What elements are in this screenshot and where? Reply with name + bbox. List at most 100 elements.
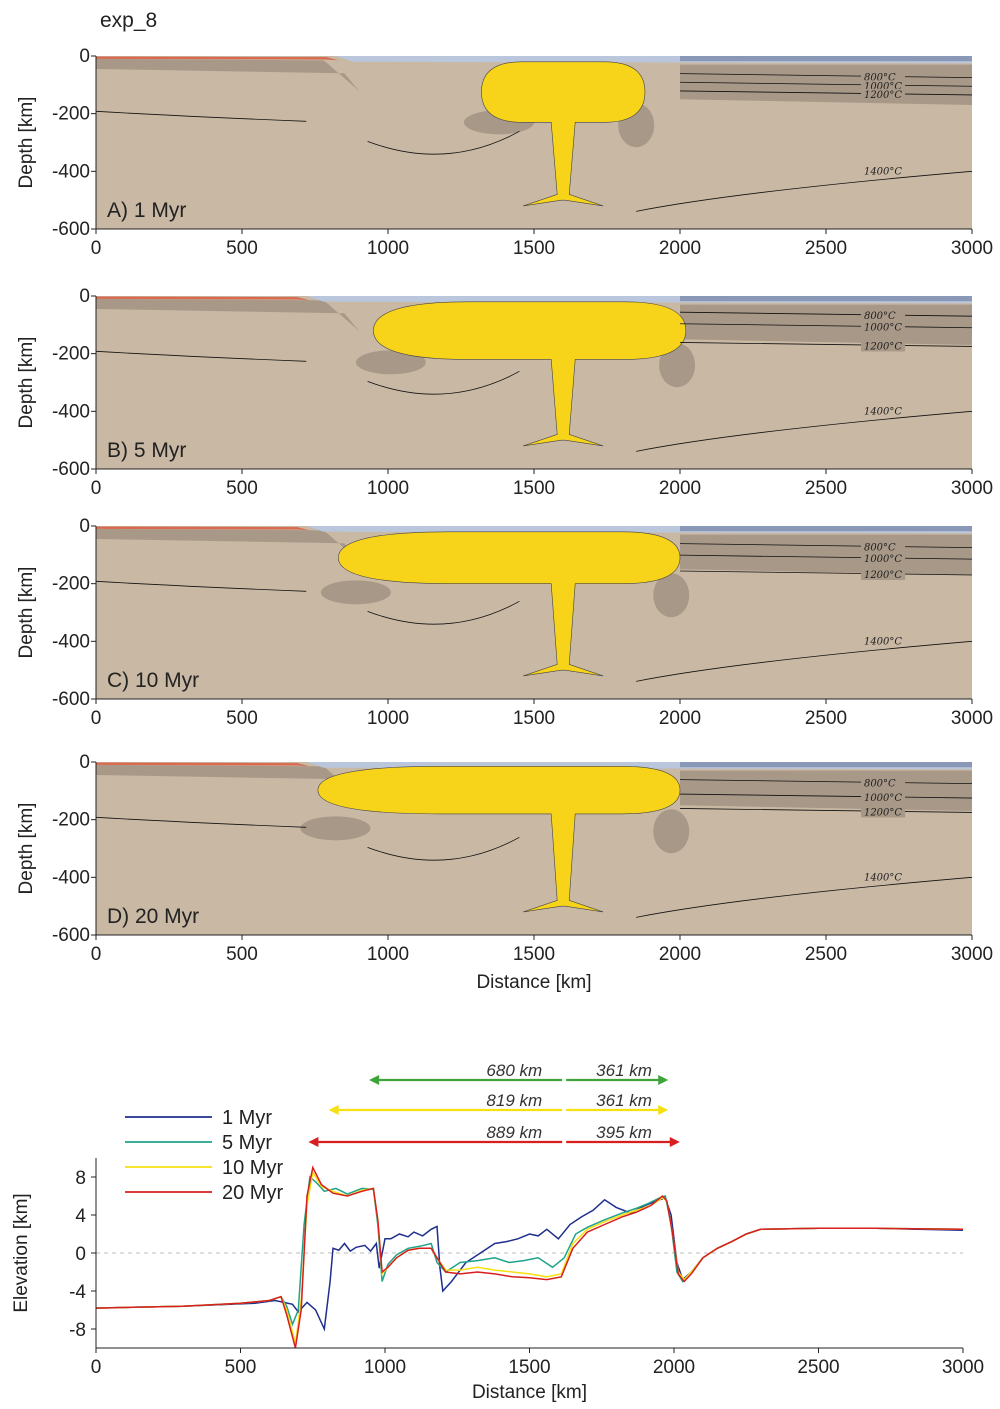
isotherm-label-bg: [861, 777, 906, 789]
plume-body: [317, 766, 681, 913]
isotherm-label: 1200°C: [864, 341, 902, 352]
y-axis-label: Depth [km]: [16, 337, 37, 429]
panel-label: A) 1 Myr: [107, 199, 186, 222]
arrow-left-label: 889 km: [486, 1123, 542, 1142]
arrow-head-right: [658, 1075, 669, 1085]
x-tick-label: 1500: [513, 238, 555, 259]
legend-entry: 5 Myr: [222, 1132, 272, 1154]
y-axis-label: Depth [km]: [16, 567, 37, 659]
x-tick-label: 3000: [951, 944, 993, 965]
lithosphere-left: [96, 58, 359, 91]
legend-entry: 20 Myr: [222, 1182, 283, 1204]
isotherm-label-bg: [861, 569, 906, 581]
isotherm-line: [367, 600, 520, 625]
isotherm-line: [679, 81, 973, 87]
x-tick-label: 0: [91, 478, 102, 499]
x-tick-label: 1000: [364, 1357, 406, 1378]
isotherm-label: 800°C: [864, 779, 896, 790]
isotherm-line: [679, 779, 973, 785]
plume-body: [373, 301, 687, 447]
panel-label: B) 5 Myr: [107, 439, 186, 462]
isotherm-line: [679, 90, 973, 96]
x-tick-label: 500: [225, 1357, 257, 1378]
figure-title: exp_8: [100, 9, 157, 32]
isotherm-label-bg: [861, 635, 906, 647]
panel-label: D) 20 Myr: [107, 905, 199, 928]
arrow-right-label: 361 km: [596, 1091, 652, 1110]
depth-panels: 800°C 1000°C 1200°C 1400°C A) 1 Myr 0 -200 -400…: [16, 46, 993, 993]
series-line: [96, 1170, 963, 1344]
isotherm-line: [679, 311, 973, 317]
isotherm-line: [679, 793, 973, 799]
isotherm-label: 1200°C: [864, 807, 902, 818]
red-sediment-layer: [96, 526, 310, 531]
lithosphere-right: [680, 770, 972, 812]
isotherm-line: [636, 640, 973, 682]
plume-body: [481, 61, 646, 207]
isotherm-label-bg: [861, 871, 906, 883]
isotherm-line: [679, 570, 973, 576]
arrow-head-right: [669, 1137, 680, 1147]
isotherm-line: [367, 370, 520, 395]
red-sediment-layer: [96, 762, 310, 767]
arrow-right-label: 395 km: [596, 1123, 652, 1142]
x-tick-label: 500: [226, 478, 258, 499]
x-tick-label: 2000: [659, 944, 701, 965]
y-axis-label: Depth [km]: [16, 97, 37, 189]
isotherm-line: [679, 73, 973, 79]
x-tick-label: 2500: [805, 238, 847, 259]
isotherm-line: [367, 836, 520, 861]
x-tick-label: 3000: [951, 708, 993, 729]
distance-arrow: 680 km 361 km: [369, 1061, 669, 1085]
x-tick-label: 0: [91, 944, 102, 965]
y-tick-label: -200: [52, 104, 90, 125]
isotherm-line: [95, 110, 307, 122]
arrow-left-label: 680 km: [486, 1061, 542, 1080]
legend-entry: 10 Myr: [222, 1157, 283, 1179]
isotherm-line: [679, 323, 973, 329]
lithosphere-drip-left: [320, 580, 391, 605]
x-tick-label: 3000: [942, 1357, 984, 1378]
lithosphere-right: [680, 304, 972, 346]
lithosphere-left: [96, 298, 359, 331]
x-tick-label: 1000: [367, 238, 409, 259]
crust-dark-layer: [680, 526, 972, 532]
series-line: [96, 1165, 963, 1348]
isotherm-label-bg: [861, 340, 906, 352]
y-tick-label: -600: [52, 459, 90, 480]
legend-entry: 1 Myr: [222, 1107, 272, 1129]
y-tick-label: 0: [79, 286, 90, 307]
isotherm-label-bg: [861, 806, 906, 818]
x-tick-label: 2000: [659, 238, 701, 259]
isotherm-label: 1000°C: [864, 81, 902, 92]
x-tick-label: 2000: [653, 1357, 695, 1378]
x-tick-label: 1500: [513, 478, 555, 499]
x-tick-label: 0: [91, 1357, 102, 1378]
x-tick-label: 2500: [797, 1357, 839, 1378]
isotherm-label-bg: [861, 553, 906, 565]
isotherm-label: 1400°C: [864, 166, 902, 177]
isotherm-line: [95, 816, 307, 828]
y-tick-label: -200: [52, 810, 90, 831]
isotherm-line: [679, 554, 973, 560]
isotherm-label-bg: [861, 321, 906, 333]
isotherm-label-bg: [861, 541, 906, 553]
y-tick-label: -600: [52, 689, 90, 710]
isotherm-line: [636, 410, 973, 452]
y-tick-label: -400: [52, 867, 90, 888]
isotherm-line: [636, 876, 973, 918]
distance-arrow: 819 km 361 km: [328, 1091, 669, 1115]
isotherm-label-bg: [861, 80, 906, 92]
lithosphere-right: [680, 534, 972, 576]
y-tick-label: 0: [79, 46, 90, 67]
isotherm-line: [367, 130, 520, 155]
x-tick-label: 1000: [367, 708, 409, 729]
plume-body: [338, 531, 681, 677]
arrow-right-label: 361 km: [596, 1061, 652, 1080]
arrow-head-left: [369, 1075, 380, 1085]
isotherm-line: [679, 808, 973, 813]
